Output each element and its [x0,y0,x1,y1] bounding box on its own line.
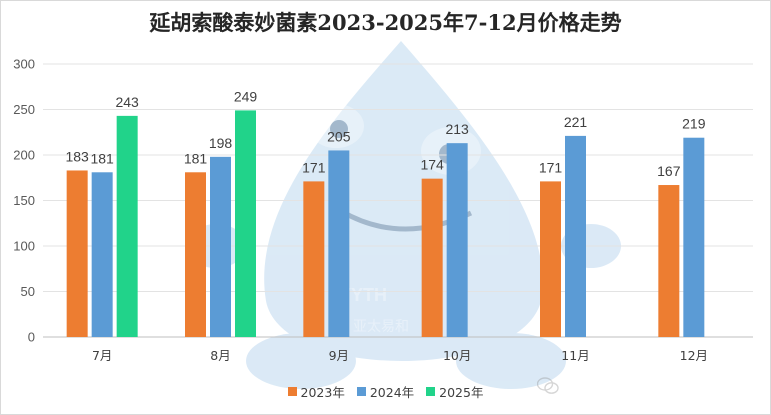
bar [210,156,231,337]
bar [66,170,88,337]
bar [540,181,561,337]
y-tick-label: 250 [13,102,35,117]
bar [116,115,138,338]
data-label: 183 [65,148,89,164]
legend-label: 2025年 [439,385,484,400]
x-tick-label: 10月 [443,348,471,363]
data-label: 198 [209,135,233,151]
wechat-watermark [537,377,559,395]
legend-item: 2024年 [356,382,415,401]
x-tick-label: 9月 [329,348,349,363]
bars [66,110,705,338]
x-axis: 7月 8月 9月 10月 11月 12月 [92,348,708,363]
data-label: 249 [234,88,258,104]
data-label: 213 [445,121,469,137]
wechat-icon [537,377,559,394]
legend-item: 2025年 [426,382,483,401]
y-tick-label: 300 [13,57,35,72]
x-tick-label: 12月 [680,348,708,363]
gridlines [43,63,753,338]
bar [683,137,705,337]
data-label: 181 [184,150,208,166]
y-tick-label: 0 [28,330,35,345]
data-labels: 183 1812431811982491712051742131712211672… [65,88,705,179]
chart-title: 延胡索酸泰妙菌素2023-2025年7-12月价格走势 [149,10,622,35]
bar [658,185,680,337]
bar [235,110,256,337]
legend-swatch [426,387,436,396]
legend: 2023年 2024年 2025年 [1,382,770,401]
y-tick-label: 200 [13,148,35,163]
legend-label: 2024年 [369,385,415,400]
data-label: 219 [682,116,706,132]
bar [328,150,350,337]
y-tick-label: 150 [13,193,35,208]
data-label: 205 [327,128,351,144]
data-label: 221 [564,114,588,130]
y-tick-label: 100 [13,239,35,254]
y-tick-label: 50 [21,284,35,299]
x-tick-label: 11月 [561,348,589,363]
bar [303,181,325,337]
legend-swatch [356,387,366,396]
bar [185,172,206,337]
data-label: 174 [420,157,444,173]
legend-swatch [287,387,297,396]
data-label: 181 [90,150,114,166]
bar [565,135,586,337]
x-tick-label: 7月 [92,348,112,363]
x-tick-label: 8月 [210,348,230,363]
bar [91,172,113,337]
data-label: 171 [539,159,563,175]
bar [446,143,468,337]
data-label: 171 [302,159,326,175]
legend-item: 2023年 [287,382,345,401]
data-label: 243 [115,94,139,110]
legend-label: 2023年 [300,385,345,400]
y-axis: 0 50 100 150 200 250 300 [13,57,35,345]
data-label: 167 [657,163,681,179]
bar [421,178,443,337]
